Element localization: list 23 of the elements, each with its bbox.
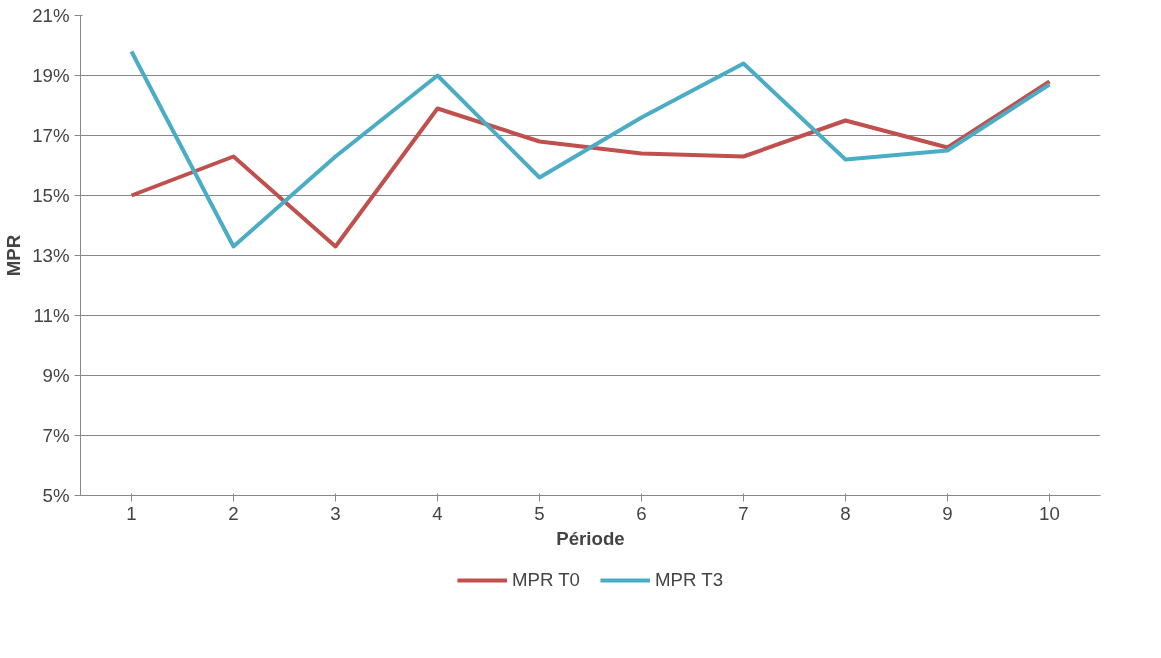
y-tick-label: 15% [32,185,70,206]
y-tick-label: 21% [32,5,70,26]
x-axis-title: Période [556,527,625,549]
y-tick-label: 5% [42,485,70,506]
x-tick-label: 2 [228,502,239,524]
x-tick-label: 3 [330,502,341,524]
x-tick-label: 7 [738,502,749,524]
x-tick-label: 9 [942,502,953,524]
x-tick-label: 4 [432,502,443,524]
x-tick-label: 10 [1039,502,1060,524]
legend-label: MPR T0 [511,569,580,591]
y-tick-label: 17% [32,125,70,146]
y-axis-title: MPR [3,234,25,277]
x-tick-label: 5 [534,502,545,524]
y-tick-label: 19% [32,65,70,86]
legend-label: MPR T3 [655,569,724,591]
x-tick-label: 8 [840,502,851,524]
x-tick-label: 6 [636,502,647,524]
x-tick-label: 1 [126,502,137,524]
y-tick-label: 11% [33,305,70,326]
y-tick-label: 9% [42,365,70,386]
y-tick-label: 13% [32,245,70,266]
y-tick-label: 7% [42,425,70,446]
